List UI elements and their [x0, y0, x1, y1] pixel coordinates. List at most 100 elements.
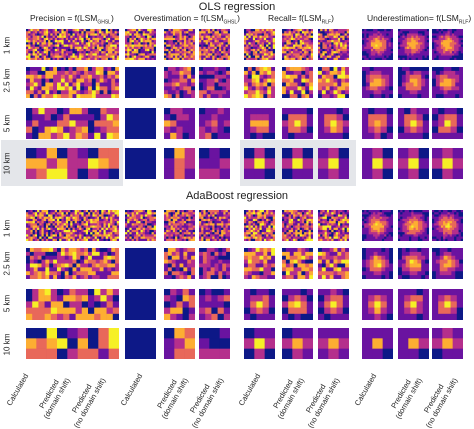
heatmap-tile-ols-overestimation-predicted-no-domain-shift-5km [199, 108, 230, 139]
heatmap-tile-ada-recall-calculated-2-5km [244, 248, 275, 279]
column-title-recall: Recall= f(LSMRLF) [268, 13, 334, 26]
bottom-label-predicted-domain-shift: Predicted(domain shift) [33, 372, 71, 420]
heatmap-tile-ada-precision-predicted-no-domain-shift-1km [88, 210, 119, 241]
heatmap-tile-ols-precision-predicted-domain-shift-10km [57, 148, 88, 179]
heatmap-tile-ada-precision-calculated-1km [26, 210, 57, 241]
heatmap-tile-ada-precision-predicted-no-domain-shift-10km [88, 328, 119, 359]
heatmap-tile-ols-underestimation-predicted-no-domain-shift-10km [432, 148, 463, 179]
heatmap-tile-ols-recall-predicted-no-domain-shift-5km [318, 108, 349, 139]
column-title-overestimation: Overestimation = f(LSMGHSL) [134, 13, 240, 26]
heatmap-tile-ols-underestimation-calculated-2-5km [362, 67, 393, 98]
heatmap-tile-ols-precision-predicted-no-domain-shift-2-5km [88, 67, 119, 98]
heatmap-tile-ols-precision-predicted-domain-shift-1km [57, 29, 88, 60]
heatmap-tile-ada-precision-calculated-10km [26, 328, 57, 359]
heatmap-tile-ols-overestimation-calculated-2-5km [125, 67, 156, 98]
heatmap-tile-ada-overestimation-predicted-domain-shift-2-5km [164, 248, 195, 279]
heatmap-tile-ols-precision-calculated-5km [26, 108, 57, 139]
heatmap-tile-ols-recall-predicted-no-domain-shift-10km [318, 148, 349, 179]
heatmap-tile-ols-overestimation-calculated-5km [125, 108, 156, 139]
heatmap-tile-ada-recall-calculated-1km [244, 210, 275, 241]
heatmap-tile-ada-overestimation-calculated-10km [125, 328, 156, 359]
heatmap-tile-ada-overestimation-predicted-no-domain-shift-5km [199, 289, 230, 320]
heatmap-tile-ols-precision-calculated-10km [26, 148, 57, 179]
bottom-label-calculated: Calculated [4, 372, 30, 407]
heatmap-tile-ols-overestimation-predicted-domain-shift-5km [164, 108, 195, 139]
section-title-ols: OLS regression [0, 1, 474, 13]
heatmap-tile-ada-precision-calculated-5km [26, 289, 57, 320]
heatmap-tile-ols-overestimation-predicted-domain-shift-2-5km [164, 67, 195, 98]
bottom-label-predicted-domain-shift: Predicted(domain shift) [151, 372, 189, 420]
row-label-ols-10km: 10 km [3, 149, 12, 179]
bottom-label-calculated: Calculated [236, 372, 262, 407]
heatmap-tile-ols-recall-predicted-no-domain-shift-1km [318, 29, 349, 60]
heatmap-tile-ada-recall-predicted-no-domain-shift-5km [318, 289, 349, 320]
heatmap-tile-ols-overestimation-calculated-10km [125, 148, 156, 179]
bottom-label-calculated: Calculated [118, 372, 144, 407]
heatmap-tile-ada-recall-predicted-domain-shift-1km [282, 210, 313, 241]
heatmap-tile-ada-recall-calculated-10km [244, 328, 275, 359]
row-label-ols-2-5km: 2.5 km [3, 66, 12, 96]
heatmap-tile-ols-recall-calculated-10km [244, 148, 275, 179]
heatmap-tile-ols-overestimation-predicted-no-domain-shift-1km [199, 29, 230, 60]
heatmap-tile-ols-recall-predicted-domain-shift-5km [282, 108, 313, 139]
heatmap-tile-ols-underestimation-predicted-no-domain-shift-2-5km [432, 67, 463, 98]
heatmap-tile-ada-underestimation-predicted-domain-shift-10km [398, 328, 429, 359]
heatmap-tile-ada-recall-predicted-no-domain-shift-2-5km [318, 248, 349, 279]
heatmap-tile-ada-overestimation-predicted-no-domain-shift-10km [199, 328, 230, 359]
heatmap-tile-ada-precision-predicted-no-domain-shift-5km [88, 289, 119, 320]
heatmap-tile-ada-underestimation-predicted-domain-shift-2-5km [398, 248, 429, 279]
heatmap-tile-ols-overestimation-predicted-no-domain-shift-10km [199, 148, 230, 179]
heatmap-tile-ada-underestimation-predicted-no-domain-shift-10km [432, 328, 463, 359]
heatmap-tile-ols-underestimation-predicted-domain-shift-10km [398, 148, 429, 179]
heatmap-tile-ada-overestimation-predicted-domain-shift-10km [164, 328, 195, 359]
row-label-ada-10km: 10 km [3, 330, 12, 360]
heatmap-tile-ada-overestimation-predicted-domain-shift-5km [164, 289, 195, 320]
row-label-ols-1km: 1 km [3, 31, 12, 61]
row-label-ada-2-5km: 2.5 km [3, 249, 12, 279]
heatmap-tile-ols-underestimation-predicted-domain-shift-5km [398, 108, 429, 139]
heatmap-tile-ols-precision-predicted-no-domain-shift-1km [88, 29, 119, 60]
heatmap-tile-ada-overestimation-predicted-no-domain-shift-1km [199, 210, 230, 241]
heatmap-tile-ada-recall-calculated-5km [244, 289, 275, 320]
heatmap-tile-ada-recall-predicted-no-domain-shift-1km [318, 210, 349, 241]
heatmap-tile-ada-precision-predicted-domain-shift-10km [57, 328, 88, 359]
heatmap-tile-ols-recall-predicted-domain-shift-2-5km [282, 67, 313, 98]
heatmap-tile-ols-recall-predicted-no-domain-shift-2-5km [318, 67, 349, 98]
heatmap-tile-ada-overestimation-predicted-no-domain-shift-2-5km [199, 248, 230, 279]
heatmap-tile-ols-recall-calculated-2-5km [244, 67, 275, 98]
heatmap-tile-ols-recall-predicted-domain-shift-10km [282, 148, 313, 179]
heatmap-tile-ols-recall-calculated-1km [244, 29, 275, 60]
heatmap-tile-ols-underestimation-predicted-no-domain-shift-5km [432, 108, 463, 139]
heatmap-tile-ada-underestimation-calculated-1km [362, 210, 393, 241]
heatmap-tile-ols-precision-calculated-2-5km [26, 67, 57, 98]
heatmap-tile-ada-underestimation-predicted-no-domain-shift-1km [432, 210, 463, 241]
heatmap-tile-ols-overestimation-predicted-domain-shift-1km [164, 29, 195, 60]
heatmap-tile-ols-precision-predicted-domain-shift-5km [57, 108, 88, 139]
heatmap-tile-ada-recall-predicted-no-domain-shift-10km [318, 328, 349, 359]
row-label-ols-5km: 5 km [3, 109, 12, 139]
heatmap-tile-ols-precision-calculated-1km [26, 29, 57, 60]
heatmap-tile-ada-underestimation-predicted-no-domain-shift-5km [432, 289, 463, 320]
heatmap-tile-ada-precision-predicted-domain-shift-1km [57, 210, 88, 241]
heatmap-tile-ada-underestimation-calculated-5km [362, 289, 393, 320]
bottom-label-calculated: Calculated [352, 372, 378, 407]
heatmap-tile-ols-underestimation-predicted-domain-shift-1km [398, 29, 429, 60]
heatmap-tile-ada-underestimation-predicted-domain-shift-5km [398, 289, 429, 320]
heatmap-tile-ada-recall-predicted-domain-shift-2-5km [282, 248, 313, 279]
section-title-adaboost: AdaBoost regression [0, 190, 474, 202]
heatmap-tile-ols-overestimation-calculated-1km [125, 29, 156, 60]
figure: OLS regression AdaBoost regression Preci… [0, 0, 474, 416]
heatmap-tile-ols-precision-predicted-domain-shift-2-5km [57, 67, 88, 98]
heatmap-tile-ols-recall-predicted-domain-shift-1km [282, 29, 313, 60]
row-label-ada-1km: 1 km [3, 214, 12, 244]
heatmap-tile-ada-overestimation-calculated-2-5km [125, 248, 156, 279]
heatmap-tile-ada-underestimation-predicted-domain-shift-1km [398, 210, 429, 241]
heatmap-tile-ada-underestimation-calculated-2-5km [362, 248, 393, 279]
heatmap-tile-ols-underestimation-calculated-1km [362, 29, 393, 60]
heatmap-tile-ols-precision-predicted-no-domain-shift-5km [88, 108, 119, 139]
heatmap-tile-ols-underestimation-predicted-domain-shift-2-5km [398, 67, 429, 98]
column-title-precision: Precision = f(LSMGHSL) [30, 13, 114, 26]
heatmap-tile-ada-overestimation-calculated-5km [125, 289, 156, 320]
heatmap-tile-ada-underestimation-predicted-no-domain-shift-2-5km [432, 248, 463, 279]
heatmap-tile-ada-precision-calculated-2-5km [26, 248, 57, 279]
